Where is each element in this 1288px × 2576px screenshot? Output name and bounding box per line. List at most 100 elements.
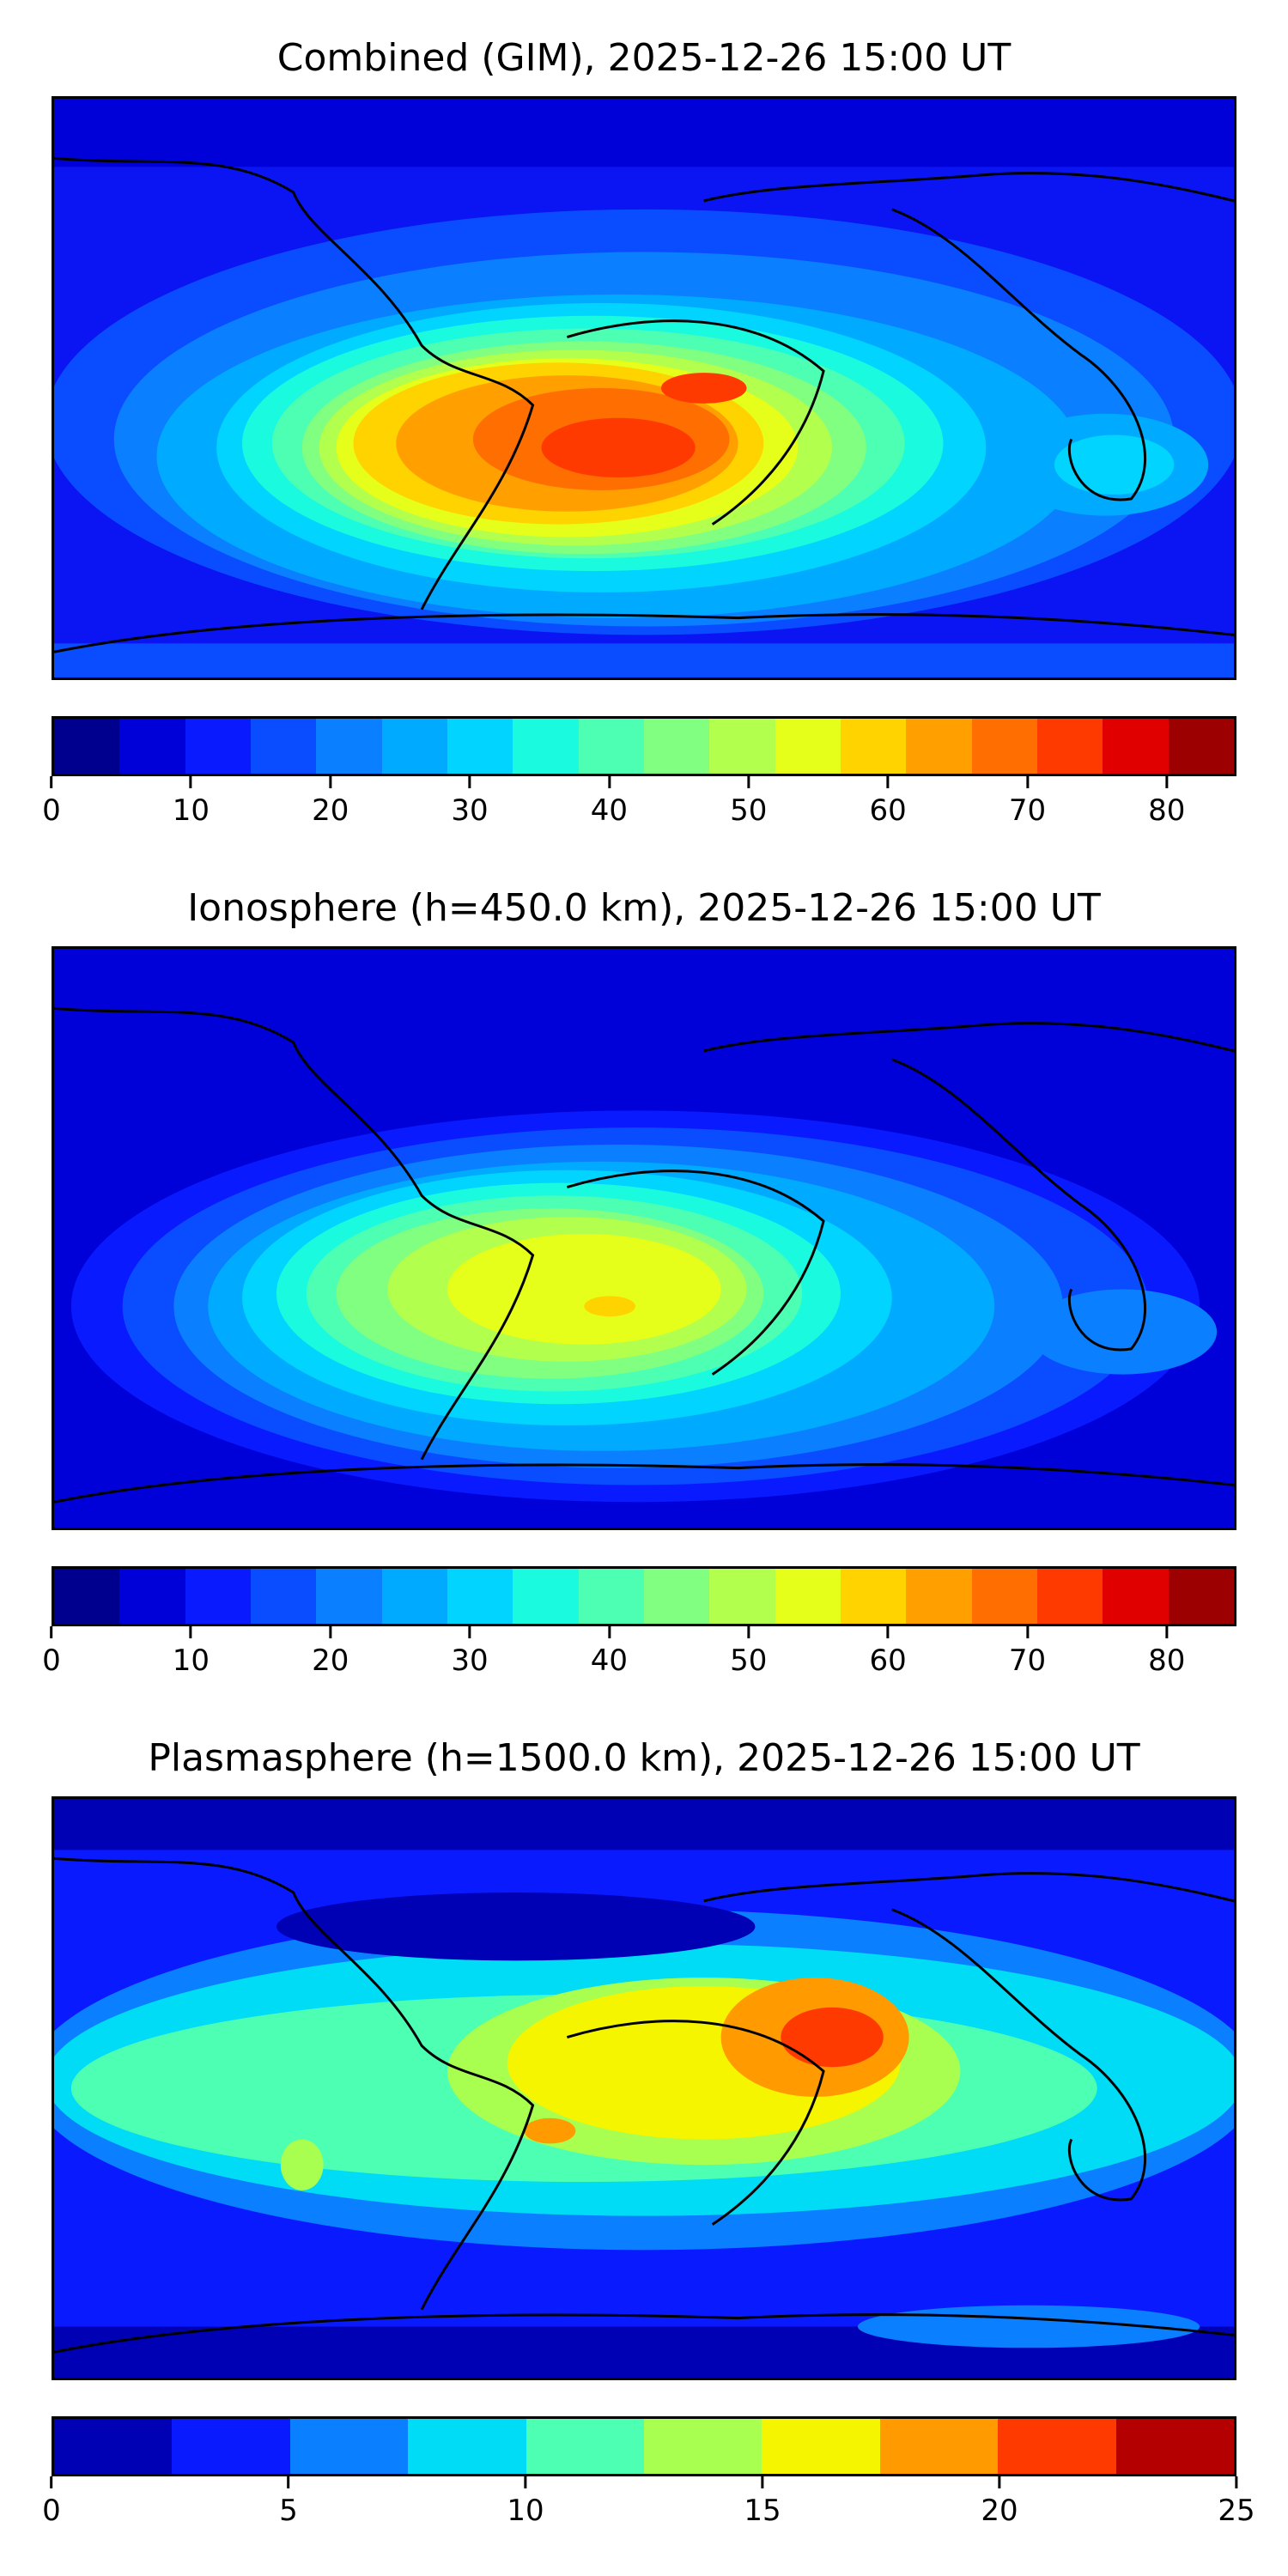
coastline-outline (54, 1856, 1234, 2354)
colorbar-segment (447, 1569, 513, 1624)
coastline-outline (54, 1006, 1234, 1504)
colorbar-tick: 60 (869, 1626, 907, 1678)
colorbar-segment (1168, 1569, 1234, 1624)
colorbar-tick: 40 (591, 1626, 628, 1678)
colorbar-segment (971, 1569, 1037, 1624)
colorbar-segment (185, 1569, 251, 1624)
tick-mark (329, 1626, 332, 1638)
colorbar-segment (775, 1569, 841, 1624)
colorbar-tick: 25 (1218, 2476, 1255, 2528)
colorbar-segment (289, 2419, 409, 2474)
colorbar-ionosphere (52, 1566, 1236, 1626)
colorbar-segment (644, 2419, 762, 2474)
tick-label: 60 (869, 1643, 907, 1678)
colorbar-segment (250, 719, 317, 774)
chart-title: Ionosphere (h=450.0 km), 2025-12-26 15:0… (187, 886, 1101, 930)
tick-mark (886, 776, 890, 788)
colorbar-segment (840, 719, 907, 774)
colorbar-tick: 0 (42, 1626, 61, 1678)
colorbar-segment (709, 719, 775, 774)
tick-label: 70 (1008, 1643, 1047, 1678)
colorbar-segment (447, 719, 513, 774)
tick-mark (468, 776, 471, 788)
colorbar-segment (250, 1569, 317, 1624)
tick-label: 20 (312, 793, 349, 828)
tick-mark (468, 1626, 471, 1638)
tick-mark (189, 776, 192, 788)
tick-mark (607, 1626, 611, 1638)
colorbar-tick: 70 (1009, 1626, 1046, 1678)
colorbar-segment (906, 719, 972, 774)
tick-mark (50, 1626, 53, 1638)
tick-label: 80 (1148, 1643, 1186, 1678)
colorbar-segment (54, 2419, 173, 2474)
colorbar-segment (408, 2419, 526, 2474)
tick-label: 50 (730, 793, 768, 828)
tick-label: 0 (42, 2494, 61, 2528)
map-ionosphere (52, 946, 1236, 1530)
colorbar-tick: 80 (1148, 1626, 1185, 1678)
tick-label: 40 (590, 793, 629, 828)
colorbar-segment (513, 719, 579, 774)
tick-mark (1165, 776, 1169, 788)
colorbar-segment (119, 719, 185, 774)
tick-mark (524, 2476, 527, 2488)
tick-label: 40 (590, 1643, 629, 1678)
colorbar-tick: 30 (451, 776, 489, 828)
tick-mark (1235, 2476, 1238, 2488)
tick-label: 10 (172, 1643, 210, 1678)
tick-mark (607, 776, 611, 788)
tick-label: 70 (1008, 793, 1047, 828)
chart-title: Combined (GIM), 2025-12-26 15:00 UT (276, 36, 1012, 80)
colorbar-tick: 60 (869, 776, 907, 828)
tick-mark (1025, 776, 1029, 788)
colorbar-tick: 80 (1148, 776, 1185, 828)
colorbar-tick: 10 (173, 776, 210, 828)
colorbar-segment (185, 719, 251, 774)
colorbar-segment (971, 719, 1037, 774)
colorbar-tick: 20 (312, 1626, 349, 1678)
colorbar-tick: 70 (1009, 776, 1046, 828)
colorbar-segment (316, 719, 382, 774)
colorbar-segment (762, 2419, 880, 2474)
colorbar-segment (578, 1569, 644, 1624)
tick-mark (747, 776, 750, 788)
tick-mark (747, 1626, 750, 1638)
colorbar-ticks-ionosphere: 0 10 20 30 40 50 60 70 80 (42, 1626, 1236, 1678)
tick-label: 5 (279, 2494, 298, 2528)
colorbar-segment (578, 719, 644, 774)
colorbar-tick: 10 (173, 1626, 210, 1678)
colorbar-segment (381, 1569, 447, 1624)
tick-mark (761, 2476, 764, 2488)
colorbar-tick: 0 (42, 2476, 61, 2528)
colorbar-tick: 50 (730, 1626, 767, 1678)
colorbar-segment (906, 1569, 972, 1624)
map-combined (52, 96, 1236, 680)
tick-mark (50, 2476, 53, 2488)
tick-label: 0 (42, 1643, 61, 1678)
tick-label: 10 (172, 793, 210, 828)
colorbar-segment (381, 719, 447, 774)
colorbar-segment (172, 2419, 290, 2474)
colorbar-ticks-plasmasphere: 0 5 10 15 20 25 (42, 2476, 1255, 2528)
colorbar-segment (1103, 719, 1169, 774)
colorbar-segment (1036, 719, 1103, 774)
colorbar-tick: 5 (279, 2476, 298, 2528)
tick-mark (1025, 1626, 1029, 1638)
colorbar-segment (1036, 1569, 1103, 1624)
colorbar-segment (1115, 2419, 1234, 2474)
colorbar-tick: 30 (451, 1626, 489, 1678)
colorbar-tick: 50 (730, 776, 767, 828)
colorbar-segment (879, 2419, 999, 2474)
colorbar-segment (998, 2419, 1116, 2474)
map-plasmasphere (52, 1796, 1236, 2380)
tick-label: 30 (451, 1643, 489, 1678)
tick-label: 0 (42, 793, 61, 828)
colorbar-segment (526, 2419, 645, 2474)
tick-mark (329, 776, 332, 788)
colorbar-segment (1168, 719, 1234, 774)
colorbar-tick: 20 (312, 776, 349, 828)
colorbar-segment (840, 1569, 907, 1624)
colorbar-plasmasphere (52, 2416, 1236, 2476)
tick-mark (50, 776, 53, 788)
